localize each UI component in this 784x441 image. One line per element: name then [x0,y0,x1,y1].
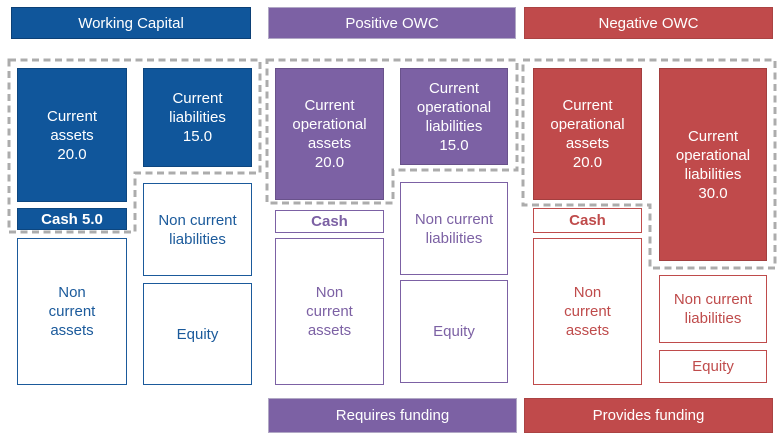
header-positive-owc: Positive OWC [268,7,516,39]
cash-box-working-capital: Cash 5.0 [17,208,127,230]
non-current-liabilities-box-positive: Non current liabilities [400,182,508,275]
current-operational-assets-box-negative: Current operational assets 20.0 [533,68,642,200]
current-operational-liabilities-box-negative: Current operational liabilities 30.0 [659,68,767,261]
header-working-capital: Working Capital [11,7,251,39]
footer-provides-funding: Provides funding [524,398,773,433]
current-liabilities-box: Current liabilities 15.0 [143,68,252,167]
non-current-assets-box-positive: Non current assets [275,238,384,385]
non-current-liabilities-box-negative: Non current liabilities [659,275,767,343]
non-current-assets-box-working-capital: Non current assets [17,238,127,385]
equity-box-working-capital: Equity [143,283,252,385]
non-current-assets-box-negative: Non current assets [533,238,642,385]
non-current-liabilities-box-working-capital: Non current liabilities [143,183,252,276]
header-negative-owc: Negative OWC [524,7,773,39]
equity-box-negative: Equity [659,350,767,383]
current-assets-box: Current assets 20.0 [17,68,127,202]
footer-requires-funding: Requires funding [268,398,517,433]
cash-box-negative-owc: Cash [533,208,642,233]
current-operational-assets-box-positive: Current operational assets 20.0 [275,68,384,200]
equity-box-positive: Equity [400,280,508,383]
current-operational-liabilities-box-positive: Current operational liabilities 15.0 [400,68,508,165]
cash-box-positive-owc: Cash [275,210,384,233]
